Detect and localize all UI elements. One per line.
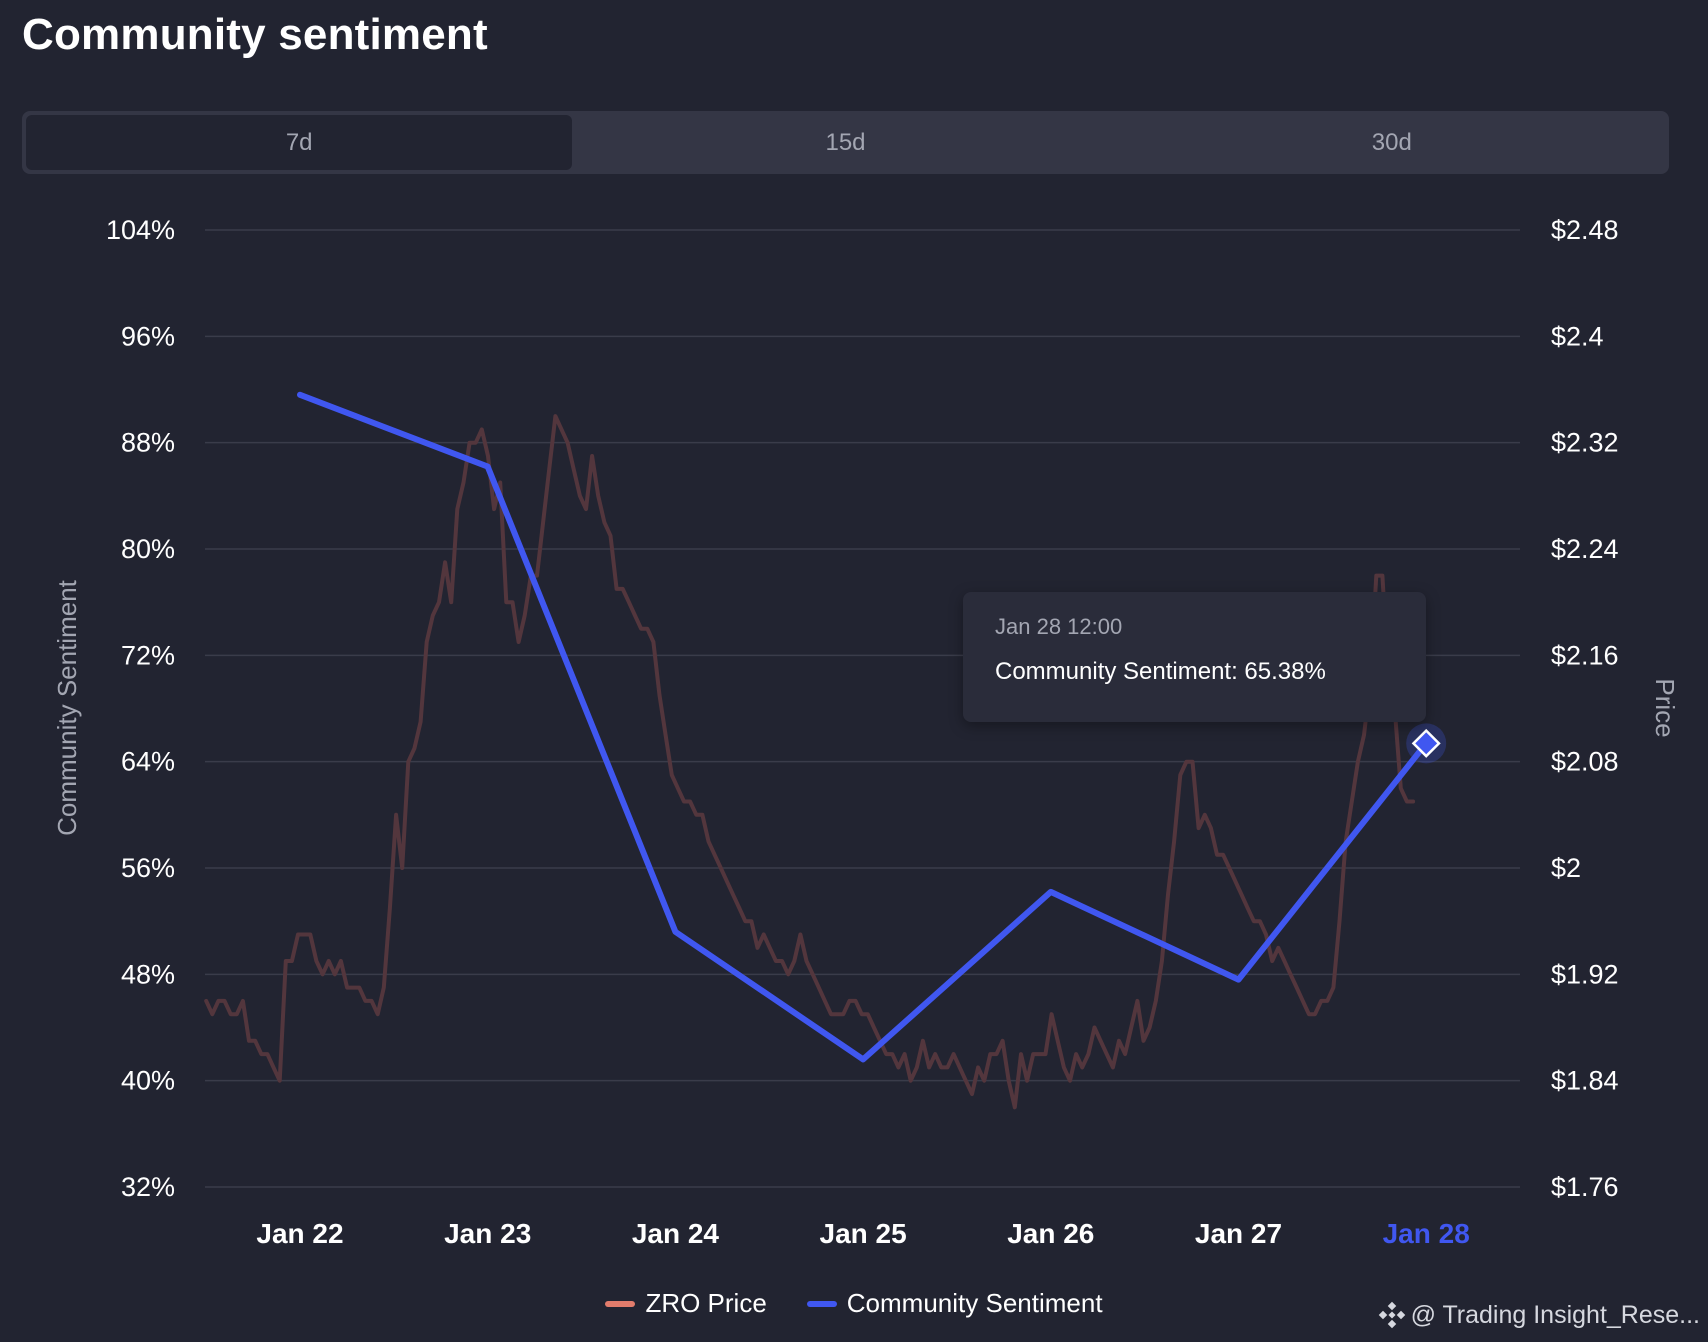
left-tick-label: 72% <box>121 640 175 670</box>
left-tick-label: 96% <box>121 321 175 351</box>
x-tick-label: Jan 23 <box>444 1218 531 1249</box>
x-tick-label: Jan 24 <box>632 1218 720 1249</box>
tooltip-date: Jan 28 12:00 <box>995 614 1123 639</box>
community-sentiment-series <box>297 391 1430 1063</box>
left-tick-label: 48% <box>121 959 175 989</box>
page-title: Community sentiment <box>22 10 488 59</box>
legend-item-community-sentiment[interactable]: Community Sentiment <box>806 1288 1103 1319</box>
right-axis-label: Price <box>1650 678 1680 737</box>
left-tick-label: 40% <box>121 1066 175 1096</box>
left-tick-label: 88% <box>121 428 175 458</box>
right-tick-label: $2.32 <box>1551 428 1619 458</box>
right-tick-label: $1.84 <box>1551 1066 1619 1096</box>
left-axis-label: Community Sentiment <box>52 579 82 836</box>
binance-logo-icon <box>1378 1301 1405 1329</box>
left-tick-label: 64% <box>121 747 175 777</box>
right-tick-label: $2 <box>1551 853 1581 883</box>
left-tick-label: 32% <box>121 1172 175 1202</box>
tab-15d[interactable]: 15d <box>825 128 866 156</box>
marker-point[interactable] <box>1411 728 1441 758</box>
tooltip-value: Community Sentiment: 65.38% <box>995 658 1326 685</box>
price-line <box>204 414 1416 1110</box>
x-tick-label: Jan 25 <box>820 1218 907 1249</box>
highlight-marker[interactable] <box>1406 723 1447 764</box>
legend: ZRO Price Community Sentiment <box>0 1288 1708 1319</box>
watermark: @ Trading Insight_Rese... <box>1377 1300 1700 1330</box>
legend-swatch-price <box>605 1300 636 1307</box>
x-tick-label: Jan 26 <box>1007 1218 1094 1249</box>
sentiment-line <box>297 391 1430 1063</box>
time-range-tabs: 7d 15d 30d <box>22 111 1669 174</box>
legend-label-sentiment: Community Sentiment <box>846 1288 1103 1318</box>
right-tick-label: $2.24 <box>1551 534 1619 564</box>
zro-price-series <box>204 414 1416 1110</box>
right-tick-label: $2.48 <box>1551 215 1619 245</box>
left-tick-label: 56% <box>121 853 175 883</box>
tab-7d[interactable]: 7d <box>26 115 573 170</box>
legend-label-price: ZRO Price <box>645 1288 767 1318</box>
left-tick-label: 80% <box>121 534 175 564</box>
right-tick-label: $2.4 <box>1551 321 1604 351</box>
tab-30d[interactable]: 30d <box>1371 128 1412 156</box>
x-tick-label: Jan 27 <box>1195 1218 1282 1249</box>
legend-swatch-sentiment <box>806 1300 837 1307</box>
right-tick-label: $2.08 <box>1551 747 1619 777</box>
right-axis-ticks: $2.48 $2.4 $2.32 $2.24 $2.16 $2.08 $2 $1.92 $1.8… <box>1551 215 1619 1202</box>
legend-item-zro-price[interactable]: ZRO Price <box>605 1288 767 1319</box>
left-tick-label: 104% <box>106 215 175 245</box>
right-tick-label: $1.76 <box>1551 1172 1619 1202</box>
right-tick-label: $1.92 <box>1551 959 1619 989</box>
x-axis-ticks: Jan 22 Jan 23 Jan 24 Jan 25 Jan 26 Jan 27 Jan … <box>256 1218 1469 1249</box>
right-tick-label: $2.16 <box>1551 640 1619 670</box>
left-axis-ticks: 104% 96% 88% 80% 72% 64% 56% 48% 40% 32% <box>106 215 175 1202</box>
x-tick-label: Jan 22 <box>256 1218 343 1249</box>
tooltip: Jan 28 12:00 Community Sentiment: 65.38% <box>963 592 1426 722</box>
watermark-text: @ Trading Insight_Rese... <box>1410 1300 1700 1329</box>
x-tick-label: Jan 28 <box>1383 1218 1470 1249</box>
